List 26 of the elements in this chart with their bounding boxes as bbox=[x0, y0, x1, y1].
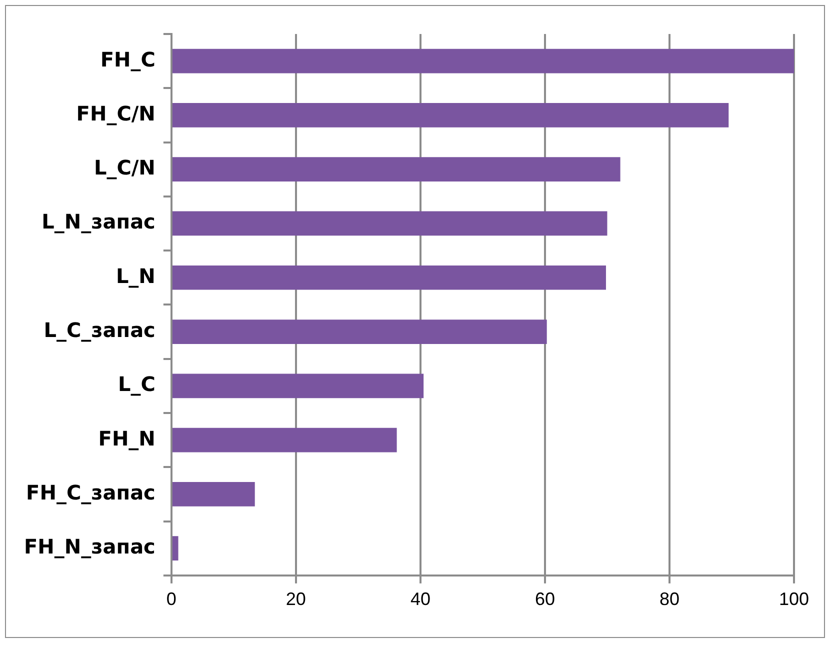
y-tick-label: FH_C_запас bbox=[26, 480, 156, 504]
x-tick-label: 80 bbox=[659, 589, 680, 610]
bar bbox=[172, 428, 397, 452]
y-tick-label: FH_N bbox=[98, 426, 156, 450]
bar bbox=[172, 48, 794, 74]
y-tick-label: L_C bbox=[118, 372, 156, 396]
y-tick-label: FH_C bbox=[100, 47, 156, 72]
bar bbox=[172, 374, 424, 398]
y-tick-label: L_C_запас bbox=[44, 318, 156, 342]
bar bbox=[172, 482, 255, 506]
bar bbox=[172, 536, 178, 561]
bar bbox=[172, 265, 606, 290]
y-tick-label: FH_N_запас bbox=[24, 534, 156, 559]
bar bbox=[172, 157, 620, 182]
x-tick-label: 60 bbox=[534, 589, 555, 610]
bar bbox=[172, 211, 608, 236]
x-tick-label: 100 bbox=[778, 589, 810, 610]
y-tick-label: L_C/N bbox=[94, 156, 156, 180]
x-tick-label: 40 bbox=[410, 589, 430, 610]
y-tick-label: FH_C/N bbox=[76, 101, 156, 126]
y-tick-label: L_N_запас bbox=[42, 210, 156, 234]
x-tick-label: 0 bbox=[166, 589, 176, 610]
bar bbox=[172, 320, 547, 344]
x-tick-label: 20 bbox=[286, 589, 306, 610]
bar bbox=[172, 103, 729, 128]
y-tick-label: L_N bbox=[116, 264, 156, 288]
